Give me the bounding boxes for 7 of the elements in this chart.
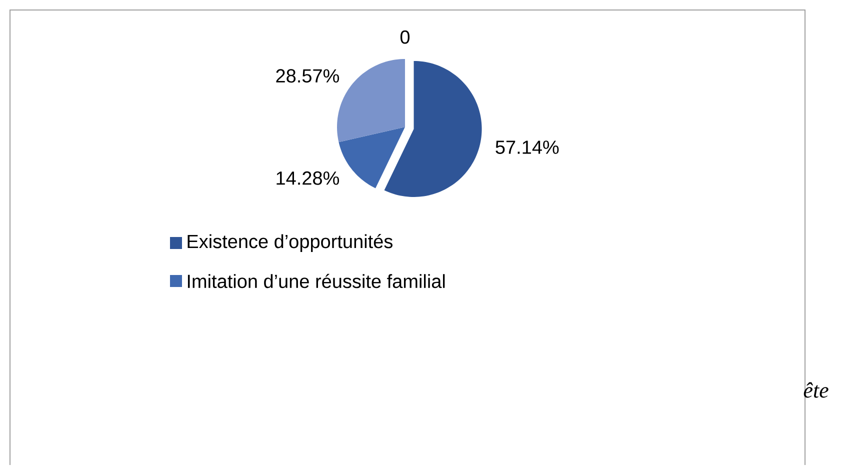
text: 0 xyxy=(400,30,410,44)
legend-label: Imitation d’une réussite familial xyxy=(188,274,445,288)
data-label: 28.57% xyxy=(276,69,340,83)
legend-label: Existence d’opportunités xyxy=(188,234,392,252)
text: ête xyxy=(804,382,828,398)
data-label: 57.14% xyxy=(496,140,559,154)
data-label: 14.28% xyxy=(276,172,340,186)
